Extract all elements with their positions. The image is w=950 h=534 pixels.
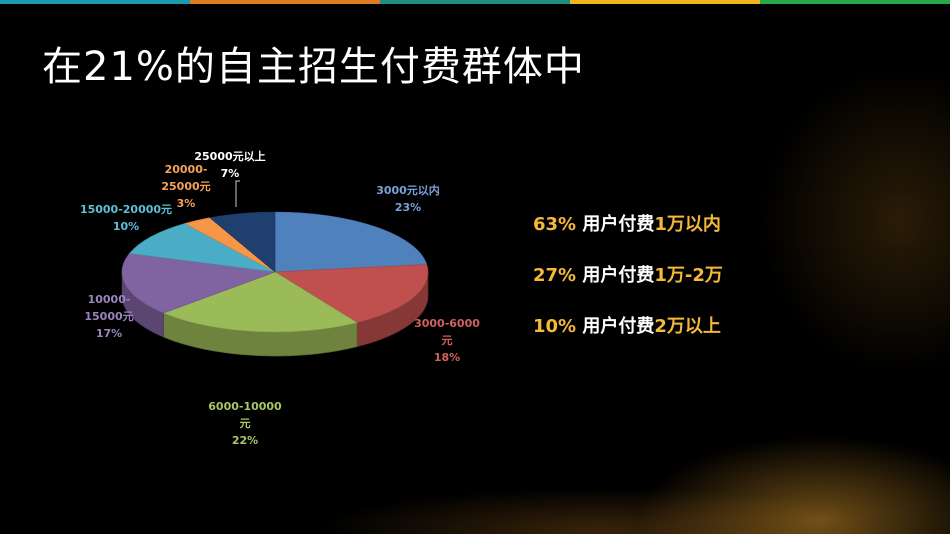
pie-slice-category-label: 25000元以上 [194,149,265,163]
pie-slice-category-label: 6000-10000 [208,400,282,413]
summary-text: 用户付费 [576,316,655,337]
pie-slice-percent-label: 17% [96,327,122,340]
pie-slice-category-label: 15000元 [84,310,133,323]
pie-slice-percent-label: 22% [232,434,258,447]
summary-range: 1万-2万 [654,265,723,286]
summary-pct: 27% [533,265,577,286]
pie-leader-line [235,180,240,207]
pie-slice-percent-label: 23% [395,201,421,214]
summary-line-3: 10% 用户付费2万以上 [533,312,721,338]
pie-slice-percent-label: 7% [221,167,240,180]
pie-slice [121,253,276,314]
summary-text: 用户付费 [576,265,655,286]
summary-range: 1万以内 [654,214,721,235]
pie-slice-category-label: 元 [442,334,453,347]
pie-slice [274,264,429,323]
pie-slice-category-label: 3000-6000 [414,317,480,330]
pie-slice [128,223,276,273]
pie-slice-percent-label: 18% [434,351,460,364]
pie-slice-category-label: 3000元以内 [376,183,440,197]
summary-range: 2万以上 [654,316,721,337]
summary-text: 用户付费 [576,214,655,235]
summary-line-2: 27% 用户付费1万-2万 [533,261,723,287]
summary-pct: 10% [533,316,577,337]
summary-pct: 63% [533,214,577,235]
pie-slice-category-label: 25000元 [161,180,210,193]
pie-slice-percent-label: 3% [177,197,196,210]
pie-slice-category-label: 元 [240,417,251,430]
pie-slice-category-label: 10000- [88,293,131,306]
pie-labels: 3000元以内 23% 3000-6000 元 18% 6000-10000 元 22% 100… [80,149,480,447]
pie-top-faces [121,211,429,333]
summary-line-1: 63% 用户付费1万以内 [533,210,721,236]
pie-slice-category-label: 15000-20000元 [80,203,172,216]
pie-slice [162,271,358,333]
slide-title: 在21%的自主招生付费群体中 [42,44,585,90]
pie-slice [274,211,428,273]
pie-slice-percent-label: 10% [113,220,139,233]
pie-slice [209,211,276,273]
pie-slice-category-label: 20000- [165,163,208,176]
